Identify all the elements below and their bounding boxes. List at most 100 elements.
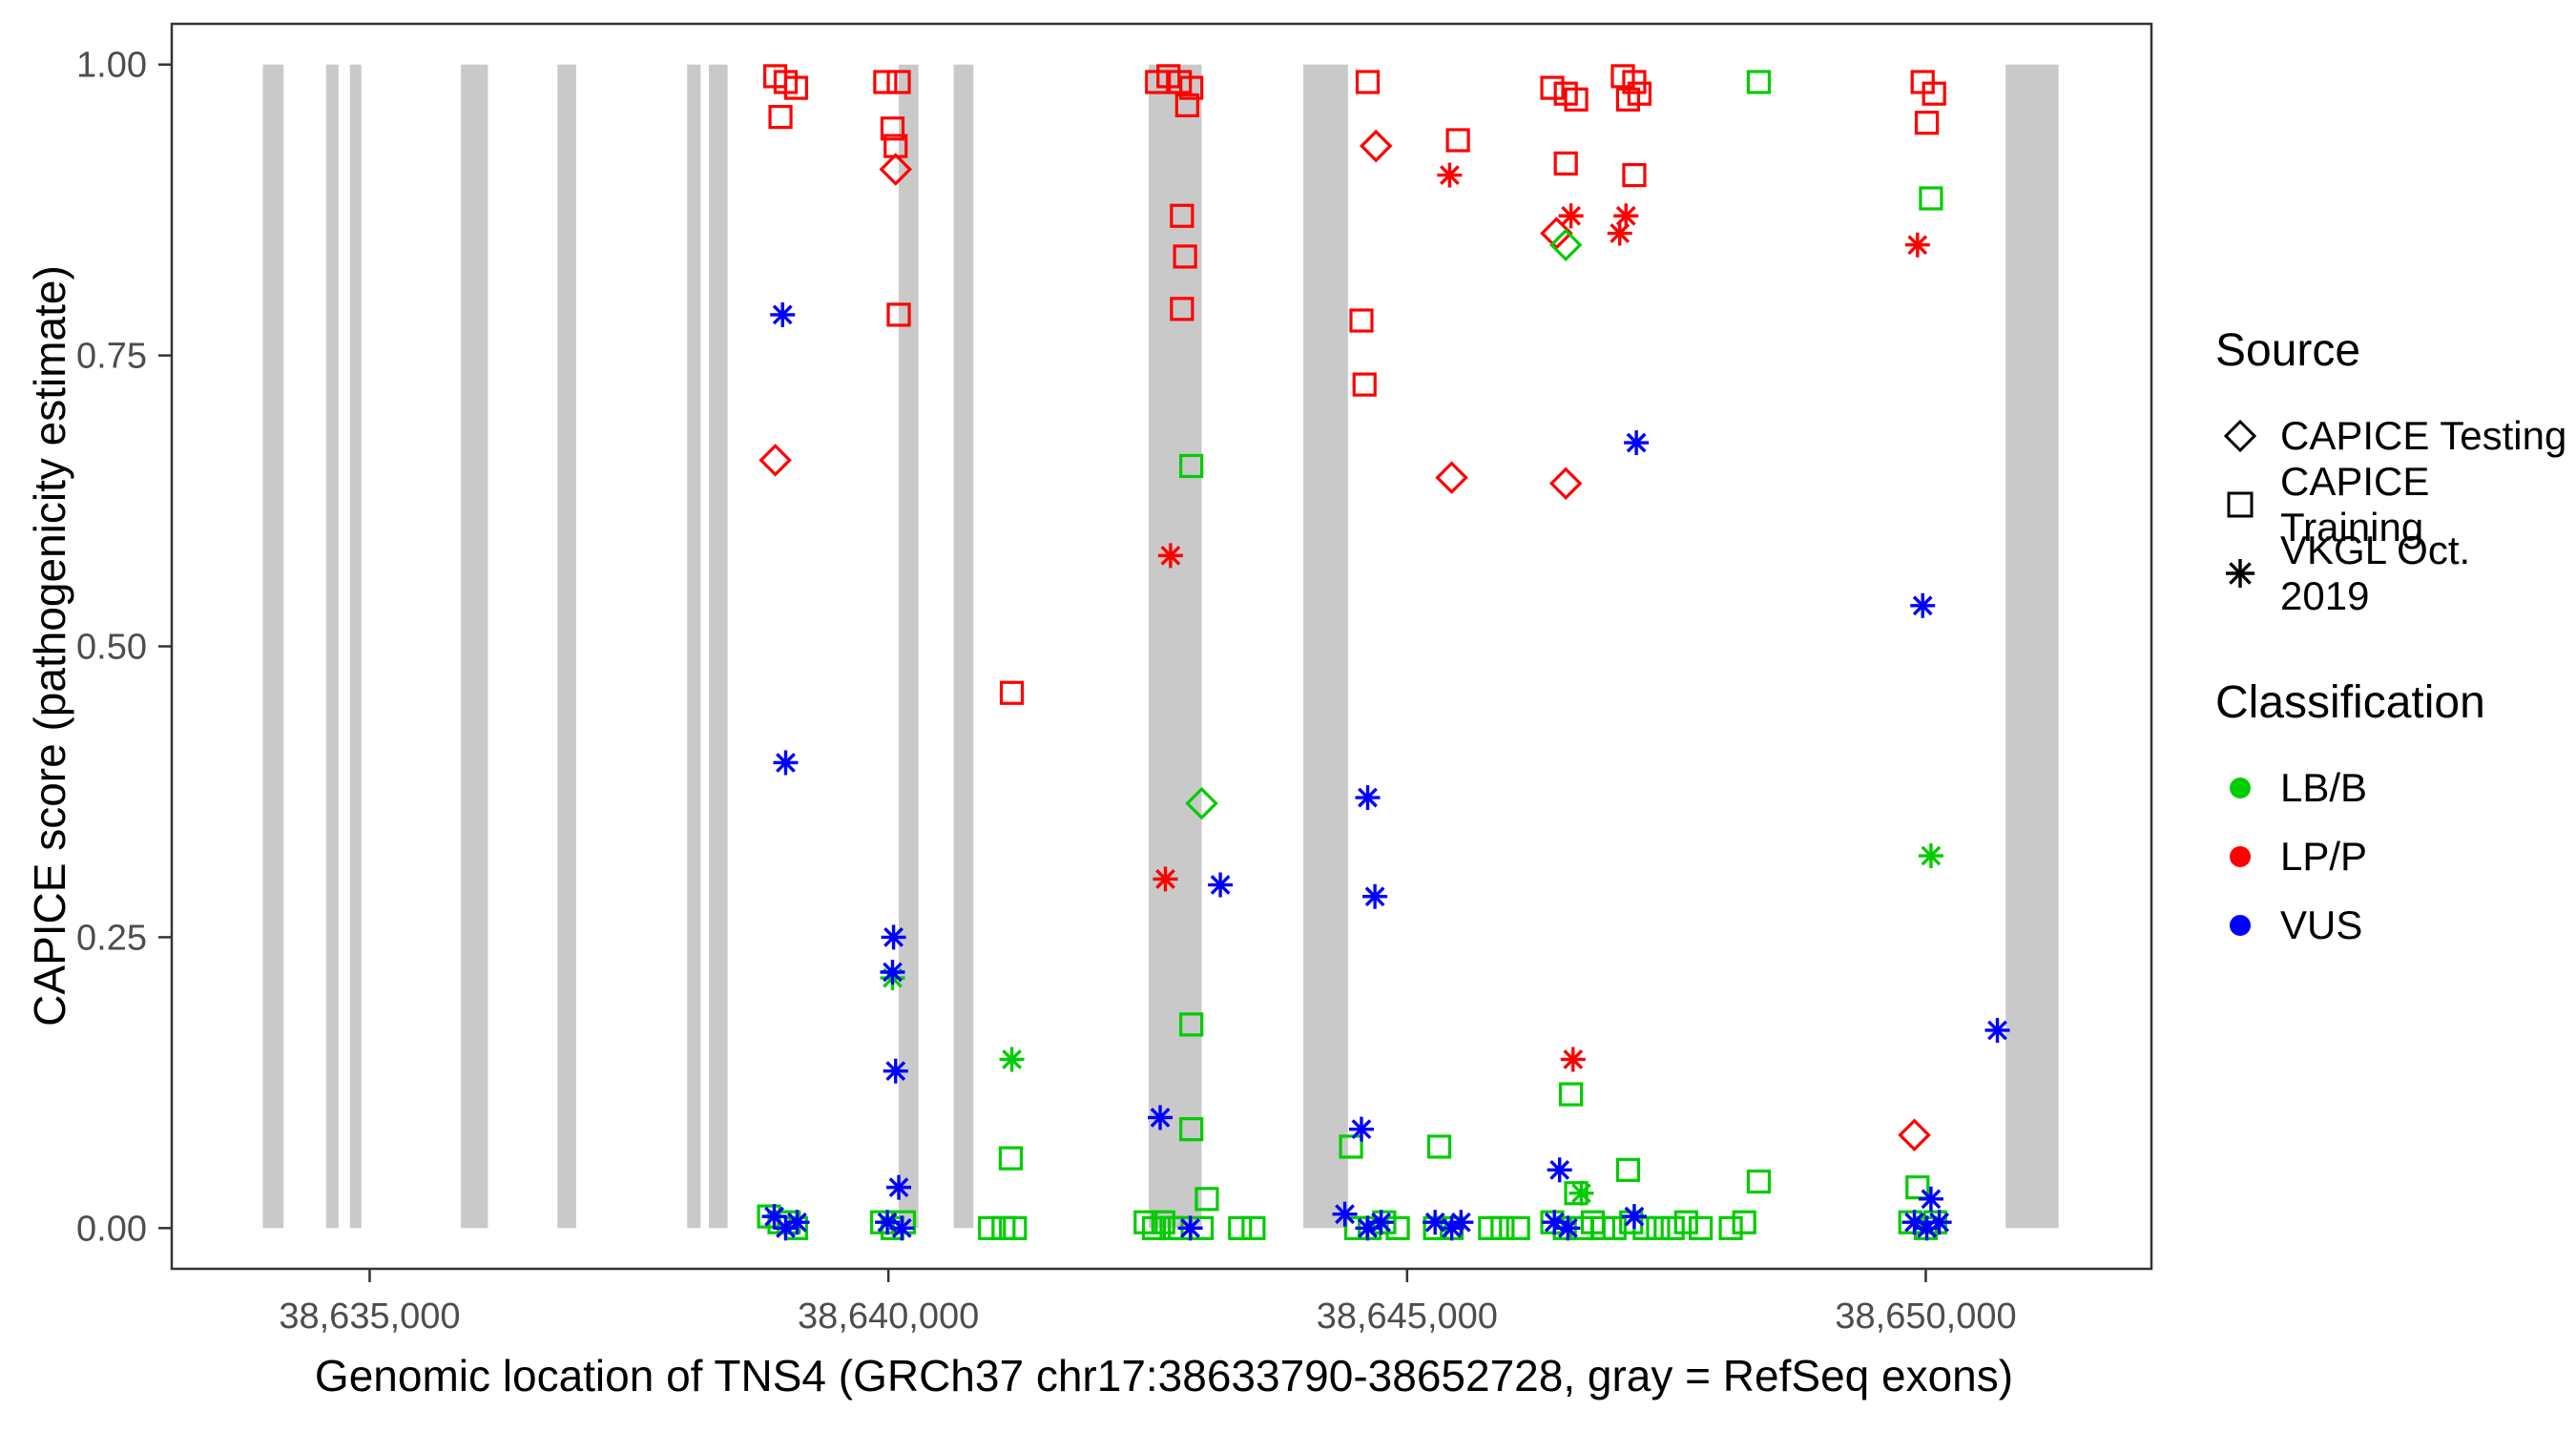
x-tick-label: 38,650,000: [1835, 1296, 2016, 1337]
data-point-square: [1919, 186, 1943, 211]
legend-item-vus: VUS: [2215, 891, 2568, 960]
legend-item-label: CAPICE Training: [2280, 459, 2430, 550]
data-point-square: [1003, 1215, 1028, 1240]
y-tick-label: 0.50: [76, 628, 147, 668]
data-point-square: [1445, 128, 1470, 153]
data-point-diamond: [1548, 228, 1583, 261]
data-point-asterisk: [1918, 843, 1943, 869]
data-point-square: [1490, 1215, 1515, 1240]
lbb-dot-icon: [2230, 778, 2251, 798]
data-point-asterisk: [1332, 1201, 1358, 1227]
data-point-square: [1339, 1134, 1363, 1159]
data-point-square: [1241, 1215, 1266, 1240]
data-point-square: [998, 1146, 1024, 1171]
exon-band: [262, 64, 284, 1229]
legend: Source CAPICE Testing CAPICE Training: [2215, 324, 2568, 960]
data-point-asterisk: [1208, 872, 1234, 898]
data-point-square: [1922, 81, 1946, 106]
vus-dot-icon: [2230, 915, 2251, 936]
data-point-square: [978, 1215, 1003, 1240]
data-point-square: [1905, 1175, 1930, 1200]
data-point-asterisk: [1547, 1157, 1572, 1183]
data-point-square: [1622, 162, 1647, 188]
data-point-asterisk: [1568, 1180, 1594, 1206]
data-point-square: [999, 680, 1025, 705]
data-point-asterisk: [784, 1210, 810, 1235]
legend-item-label: CAPICE Testing: [2280, 413, 2567, 458]
data-point-square: [768, 104, 793, 130]
data-point-asterisk: [886, 1174, 912, 1200]
data-point-asterisk: [1910, 592, 1936, 618]
data-point-asterisk: [1437, 162, 1463, 188]
lpp-dot-icon: [2230, 846, 2251, 867]
legend-item-capice-testing: CAPICE Testing: [2215, 402, 2568, 470]
exon-band: [1149, 64, 1202, 1229]
data-point-square: [1179, 75, 1204, 100]
data-point-asterisk: [1555, 1215, 1581, 1241]
data-point-square: [1540, 75, 1565, 100]
data-point-square: [1478, 1215, 1503, 1240]
data-point-square: [1673, 1210, 1698, 1234]
y-tick-label: 0.00: [76, 1209, 147, 1249]
data-point-asterisk: [881, 924, 906, 950]
legend-item-lbb: LB/B: [2215, 754, 2568, 822]
data-point-diamond: [1898, 1118, 1931, 1152]
data-point-square: [1553, 151, 1578, 176]
data-point-asterisk: [1153, 866, 1178, 892]
exon-band: [461, 64, 488, 1229]
data-point-asterisk: [1148, 1105, 1174, 1130]
data-point-square: [1660, 1215, 1685, 1240]
data-point-square: [1179, 453, 1204, 479]
data-point-asterisk: [1560, 1047, 1586, 1072]
data-point-diamond: [758, 444, 792, 477]
exon-band: [349, 64, 362, 1229]
data-point-square: [1559, 1082, 1584, 1107]
data-point-square: [783, 75, 808, 100]
exon-band: [899, 64, 919, 1229]
legend-group-classification: Classification LB/B LP/P VUS: [2215, 676, 2568, 960]
data-point-asterisk: [880, 959, 905, 985]
data-point-asterisk: [1362, 883, 1388, 909]
data-point-square: [880, 116, 905, 141]
data-point-square: [1718, 1215, 1743, 1240]
data-point-diamond: [879, 153, 913, 186]
data-point-square: [1170, 203, 1195, 228]
legend-item-label: VKGL Oct. 2019: [2280, 528, 2471, 618]
data-point-asterisk: [1448, 1210, 1474, 1235]
legend-item-label: LP/P: [2280, 834, 2368, 879]
exon-band: [557, 64, 576, 1229]
data-point-square: [1426, 1134, 1452, 1159]
data-point-square: [1564, 87, 1589, 112]
data-point-asterisk: [1423, 1210, 1448, 1235]
data-point-asterisk: [1348, 1116, 1374, 1142]
legend-item-label: LB/B: [2280, 765, 2368, 810]
data-point-square: [1746, 70, 1772, 94]
data-point-square: [1602, 1215, 1627, 1240]
data-point-square: [1352, 372, 1377, 397]
data-point-square: [1914, 111, 1940, 135]
data-point-asterisk: [1926, 1210, 1952, 1235]
exon-band: [2005, 64, 2059, 1229]
data-point-asterisk: [889, 1215, 915, 1241]
data-point-square: [1349, 308, 1374, 333]
data-point-square: [1355, 70, 1381, 94]
data-point-square: [1615, 87, 1641, 112]
legend-item-vkgl: VKGL Oct. 2019: [2215, 528, 2568, 618]
square-icon: [2227, 491, 2254, 518]
data-point-square: [1151, 1210, 1175, 1234]
data-point-square: [1746, 1169, 1772, 1194]
legend-item-capice-training: CAPICE Training: [2215, 459, 2568, 550]
data-point-asterisk: [1355, 785, 1381, 811]
data-point-asterisk: [1904, 232, 1930, 258]
data-point-asterisk: [1177, 1215, 1203, 1241]
exon-band: [1303, 64, 1348, 1229]
exon-band: [953, 64, 974, 1229]
data-point-square: [1732, 1210, 1756, 1234]
data-point-diamond: [1359, 129, 1393, 163]
y-axis-title: CAPICE score (pathogenicity estimate): [25, 265, 74, 1027]
data-point-square: [1688, 1215, 1714, 1240]
data-point-asterisk: [761, 1204, 787, 1230]
legend-group-source: Source CAPICE Testing CAPICE Training: [2215, 324, 2568, 618]
data-point-square: [873, 70, 898, 94]
asterisk-icon: [2226, 559, 2254, 588]
